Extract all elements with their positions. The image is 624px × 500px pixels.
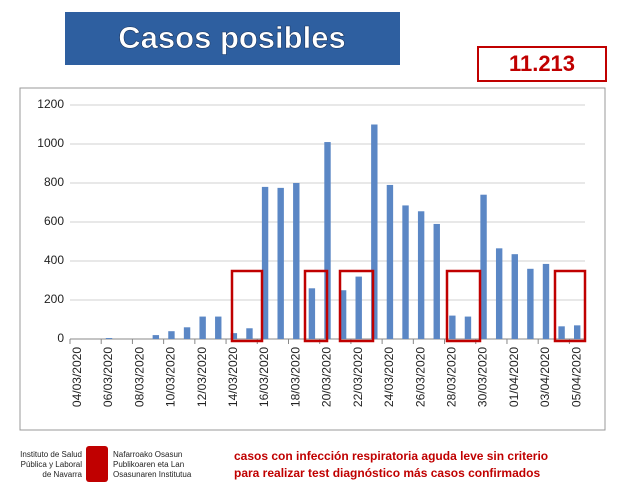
title: Casos posibles bbox=[118, 20, 345, 55]
x-tick-label: 26/03/2020 bbox=[413, 347, 427, 407]
y-tick-label: 1000 bbox=[37, 136, 64, 150]
logo-text: Publikoaren eta Lan bbox=[113, 460, 184, 469]
y-tick-label: 1200 bbox=[37, 97, 64, 111]
chart-frame bbox=[19, 87, 606, 431]
highlight-box bbox=[445, 269, 482, 343]
bar bbox=[573, 325, 581, 339]
bar bbox=[246, 328, 253, 339]
bar bbox=[105, 338, 113, 339]
highlights bbox=[230, 269, 587, 343]
x-tick-label: 14/03/2020 bbox=[226, 347, 240, 407]
x-tick-label: 04/03/2020 bbox=[70, 347, 84, 407]
y-tick-label: 600 bbox=[44, 214, 64, 228]
logo-text: Nafarroako Osasun bbox=[113, 450, 182, 459]
x-tick-label: 30/03/2020 bbox=[476, 347, 490, 407]
y-tick-label: 200 bbox=[44, 292, 64, 306]
logo-text: de Navarra bbox=[42, 470, 82, 479]
x-tick-label: 16/03/2020 bbox=[257, 347, 271, 407]
bar bbox=[339, 290, 347, 339]
bar bbox=[215, 316, 222, 339]
bar bbox=[277, 187, 284, 339]
bar bbox=[527, 268, 534, 339]
x-tick-label: 28/03/2020 bbox=[445, 347, 459, 407]
y-tick-label: 800 bbox=[44, 175, 64, 189]
logo-text: Osasunaren Institutua bbox=[113, 470, 192, 479]
highlight-box bbox=[553, 269, 587, 343]
bar bbox=[324, 142, 331, 339]
highlight-box bbox=[230, 269, 264, 343]
bar bbox=[293, 183, 300, 339]
x-tick-label: 24/03/2020 bbox=[382, 347, 396, 407]
bar bbox=[355, 276, 362, 339]
x-tick-label: 06/03/2020 bbox=[101, 347, 115, 407]
logo-text: Instituto de Salud bbox=[20, 450, 82, 459]
bar bbox=[152, 335, 160, 339]
bar bbox=[495, 248, 503, 339]
x-tick-label: 10/03/2020 bbox=[164, 347, 178, 407]
x-tick-label: 20/03/2020 bbox=[320, 347, 334, 407]
bar bbox=[308, 288, 316, 339]
bar bbox=[371, 124, 378, 339]
bar bbox=[480, 194, 487, 339]
bar bbox=[542, 263, 550, 339]
y-tick-label: 400 bbox=[44, 253, 64, 267]
total: 11.213 bbox=[509, 51, 575, 76]
x-tick-label: 05/04/2020 bbox=[569, 347, 583, 407]
x-tick-label: 22/03/2020 bbox=[351, 347, 365, 407]
bar bbox=[417, 211, 425, 339]
bar bbox=[386, 184, 394, 339]
x-tick-label: 08/03/2020 bbox=[132, 347, 146, 407]
bar bbox=[449, 315, 456, 339]
bar bbox=[511, 254, 518, 339]
highlight-box bbox=[338, 269, 375, 343]
total-box bbox=[477, 46, 607, 82]
title-banner bbox=[65, 12, 400, 65]
x-tick-label: 12/03/2020 bbox=[195, 347, 209, 407]
logo-text: Pública y Laboral bbox=[21, 460, 83, 469]
x-tick-label: 18/03/2020 bbox=[288, 347, 302, 407]
bar bbox=[464, 316, 472, 339]
highlight-box bbox=[303, 269, 329, 343]
logo: Instituto de Salud Pública y Laboral de … bbox=[20, 446, 192, 482]
logo-shield bbox=[86, 446, 108, 482]
footnote: para realizar test diagnóstico más casos… bbox=[234, 466, 540, 480]
footnote: casos con infección respiratoria aguda l… bbox=[234, 449, 548, 463]
x-tick-label: 03/04/2020 bbox=[538, 347, 552, 407]
y-tick-label: 0 bbox=[57, 331, 64, 345]
bar bbox=[261, 186, 269, 339]
bar bbox=[230, 333, 238, 339]
bar bbox=[433, 223, 440, 339]
bar bbox=[199, 316, 206, 339]
bar bbox=[402, 205, 409, 339]
bar bbox=[183, 327, 191, 339]
bar bbox=[558, 326, 565, 339]
x-tick-label: 01/04/2020 bbox=[507, 347, 521, 407]
bar bbox=[168, 331, 175, 339]
